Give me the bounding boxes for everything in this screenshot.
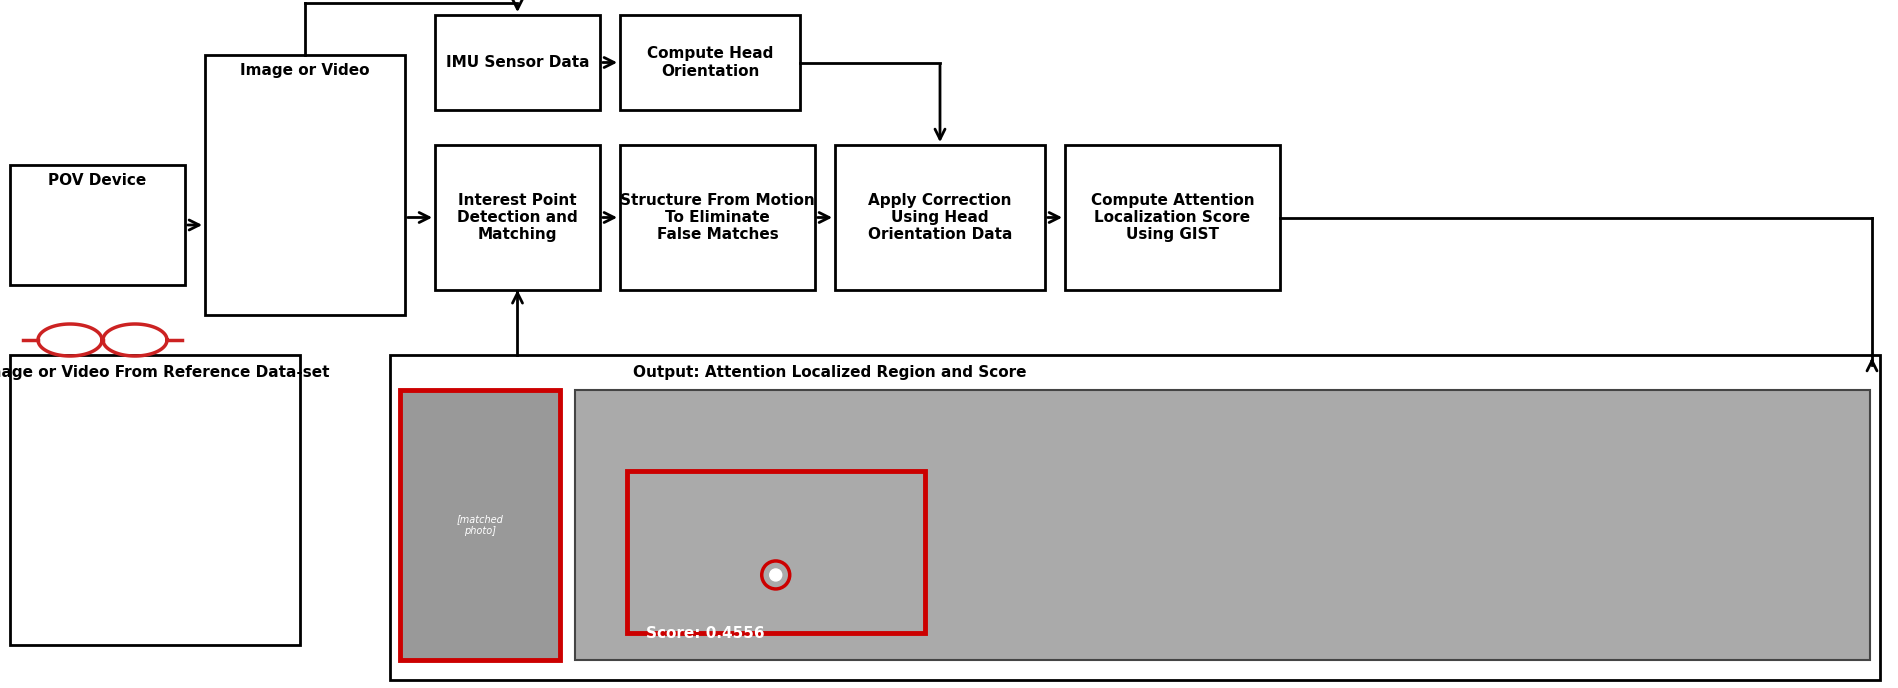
FancyBboxPatch shape — [205, 55, 404, 315]
Text: [matched
photo]: [matched photo] — [456, 514, 503, 536]
FancyBboxPatch shape — [15, 393, 294, 635]
FancyBboxPatch shape — [389, 355, 1879, 680]
Text: Image or Video: Image or Video — [241, 63, 370, 78]
Text: Interest Point
Detection and
Matching: Interest Point Detection and Matching — [457, 193, 577, 242]
Text: IMU Sensor Data: IMU Sensor Data — [446, 55, 588, 70]
Text: POV Device: POV Device — [47, 173, 146, 188]
FancyBboxPatch shape — [435, 145, 600, 290]
Text: Apply Correction
Using Head
Orientation Data: Apply Correction Using Head Orientation … — [867, 193, 1012, 242]
FancyBboxPatch shape — [575, 390, 1870, 660]
Text: Score: 0.4556: Score: 0.4556 — [645, 625, 765, 641]
FancyBboxPatch shape — [9, 355, 300, 645]
Text: Output: Attention Localized Region and Score: Output: Attention Localized Region and S… — [632, 365, 1027, 380]
Circle shape — [769, 569, 782, 581]
Text: Image or Video From Reference Data-set: Image or Video From Reference Data-set — [0, 365, 330, 380]
Text: [panoramic photo]: [panoramic photo] — [110, 509, 201, 519]
Text: [street
photo]: [street photo] — [288, 189, 321, 210]
Text: Compute Attention
Localization Score
Using GIST: Compute Attention Localization Score Usi… — [1089, 193, 1255, 242]
FancyBboxPatch shape — [619, 15, 799, 110]
Text: Compute Head
Orientation: Compute Head Orientation — [647, 46, 772, 78]
FancyBboxPatch shape — [835, 145, 1044, 290]
FancyBboxPatch shape — [9, 165, 184, 285]
FancyBboxPatch shape — [1065, 145, 1279, 290]
FancyBboxPatch shape — [17, 207, 177, 272]
Text: Structure From Motion
To Eliminate
False Matches: Structure From Motion To Eliminate False… — [621, 193, 814, 242]
FancyBboxPatch shape — [435, 15, 600, 110]
FancyBboxPatch shape — [400, 390, 560, 660]
FancyBboxPatch shape — [619, 145, 814, 290]
FancyBboxPatch shape — [211, 93, 399, 305]
